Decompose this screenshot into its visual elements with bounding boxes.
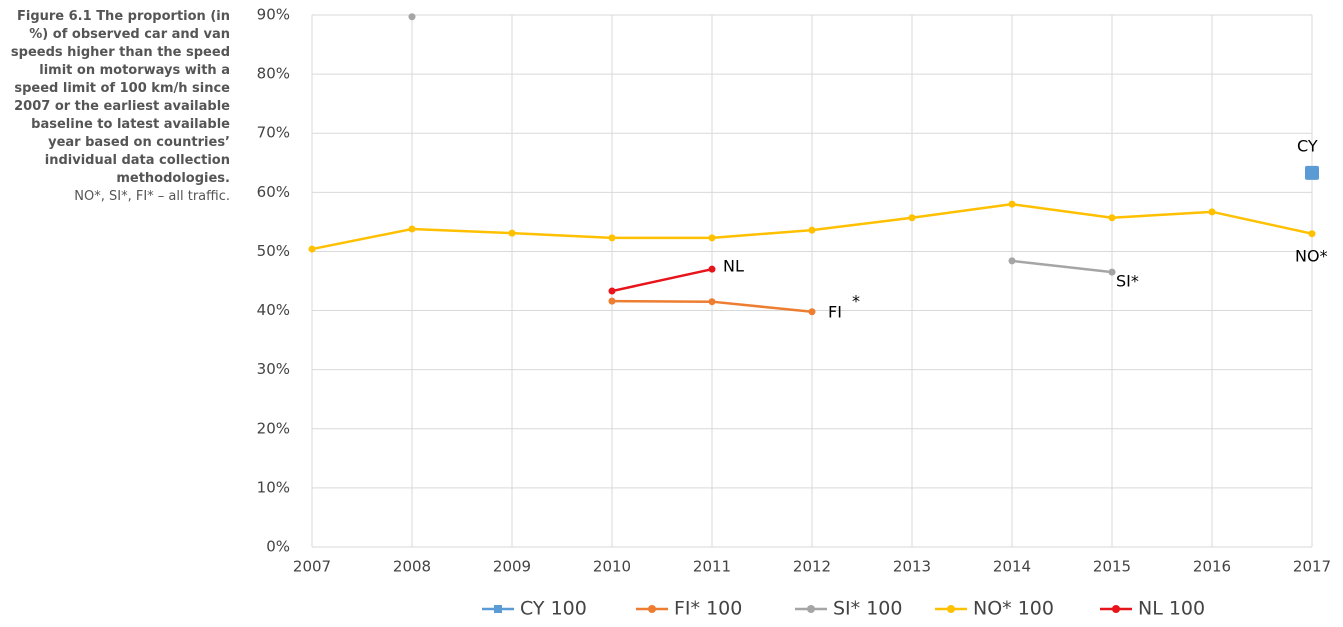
legend-marker bbox=[494, 605, 502, 613]
chart-title: Figure 6.1 The proportion (in %) of obse… bbox=[10, 9, 230, 186]
marker bbox=[1305, 165, 1319, 180]
legend-marker bbox=[807, 605, 815, 613]
marker bbox=[608, 297, 616, 305]
x-tick-label: 2016 bbox=[1193, 558, 1231, 576]
annotation: FI bbox=[828, 303, 842, 322]
marker bbox=[1208, 208, 1216, 216]
annotation: CY bbox=[1297, 137, 1318, 156]
y-tick-label: 0% bbox=[266, 538, 290, 556]
marker bbox=[808, 308, 816, 316]
x-tick-label: 2017 bbox=[1293, 558, 1331, 576]
marker bbox=[408, 225, 416, 233]
annotation: NL bbox=[723, 257, 744, 276]
legend-label: NO* 100 bbox=[973, 598, 1054, 620]
y-tick-label: 70% bbox=[257, 124, 290, 142]
annotation: * bbox=[852, 292, 860, 311]
marker bbox=[1108, 214, 1116, 222]
caption: Figure 6.1 The proportion (in %) of obse… bbox=[0, 8, 230, 206]
marker bbox=[908, 214, 916, 222]
annotation: NO* bbox=[1295, 247, 1328, 266]
marker bbox=[408, 13, 416, 21]
marker bbox=[708, 234, 716, 242]
x-tick-label: 2011 bbox=[693, 558, 731, 576]
legend-label: FI* 100 bbox=[674, 598, 742, 620]
marker bbox=[1008, 200, 1016, 208]
y-tick-label: 80% bbox=[257, 65, 290, 83]
x-tick-label: 2009 bbox=[493, 558, 531, 576]
y-tick-label: 60% bbox=[257, 183, 290, 201]
y-tick-label: 40% bbox=[257, 301, 290, 319]
y-tick-label: 30% bbox=[257, 360, 290, 378]
legend-marker bbox=[648, 605, 656, 613]
x-tick-label: 2013 bbox=[893, 558, 931, 576]
y-tick-label: 10% bbox=[257, 478, 290, 496]
legend-label: NL 100 bbox=[1138, 598, 1205, 620]
y-tick-label: 90% bbox=[257, 6, 290, 24]
marker bbox=[308, 245, 316, 253]
marker bbox=[608, 287, 616, 295]
x-tick-label: 2014 bbox=[993, 558, 1031, 576]
marker bbox=[508, 229, 516, 237]
y-tick-label: 50% bbox=[257, 242, 290, 260]
x-tick-label: 2010 bbox=[593, 558, 631, 576]
marker bbox=[1108, 268, 1116, 276]
marker bbox=[1008, 257, 1016, 265]
x-tick-label: 2015 bbox=[1093, 558, 1131, 576]
legend-label: CY 100 bbox=[520, 598, 587, 620]
x-tick-label: 2007 bbox=[293, 558, 331, 576]
annotation: SI* bbox=[1116, 272, 1139, 291]
legend-marker bbox=[947, 605, 955, 613]
chart-subtitle: NO*, SI*, FI* – all traffic. bbox=[74, 189, 230, 204]
series-line bbox=[1011, 259, 1113, 274]
series-line bbox=[611, 267, 713, 293]
y-tick-label: 20% bbox=[257, 419, 290, 437]
marker bbox=[608, 234, 616, 242]
legend-marker bbox=[1112, 605, 1120, 613]
x-tick-label: 2008 bbox=[393, 558, 431, 576]
marker bbox=[708, 298, 716, 306]
marker bbox=[808, 226, 816, 234]
marker bbox=[708, 265, 716, 273]
legend-label: SI* 100 bbox=[833, 598, 902, 620]
marker bbox=[1308, 230, 1316, 238]
x-tick-label: 2012 bbox=[793, 558, 831, 576]
